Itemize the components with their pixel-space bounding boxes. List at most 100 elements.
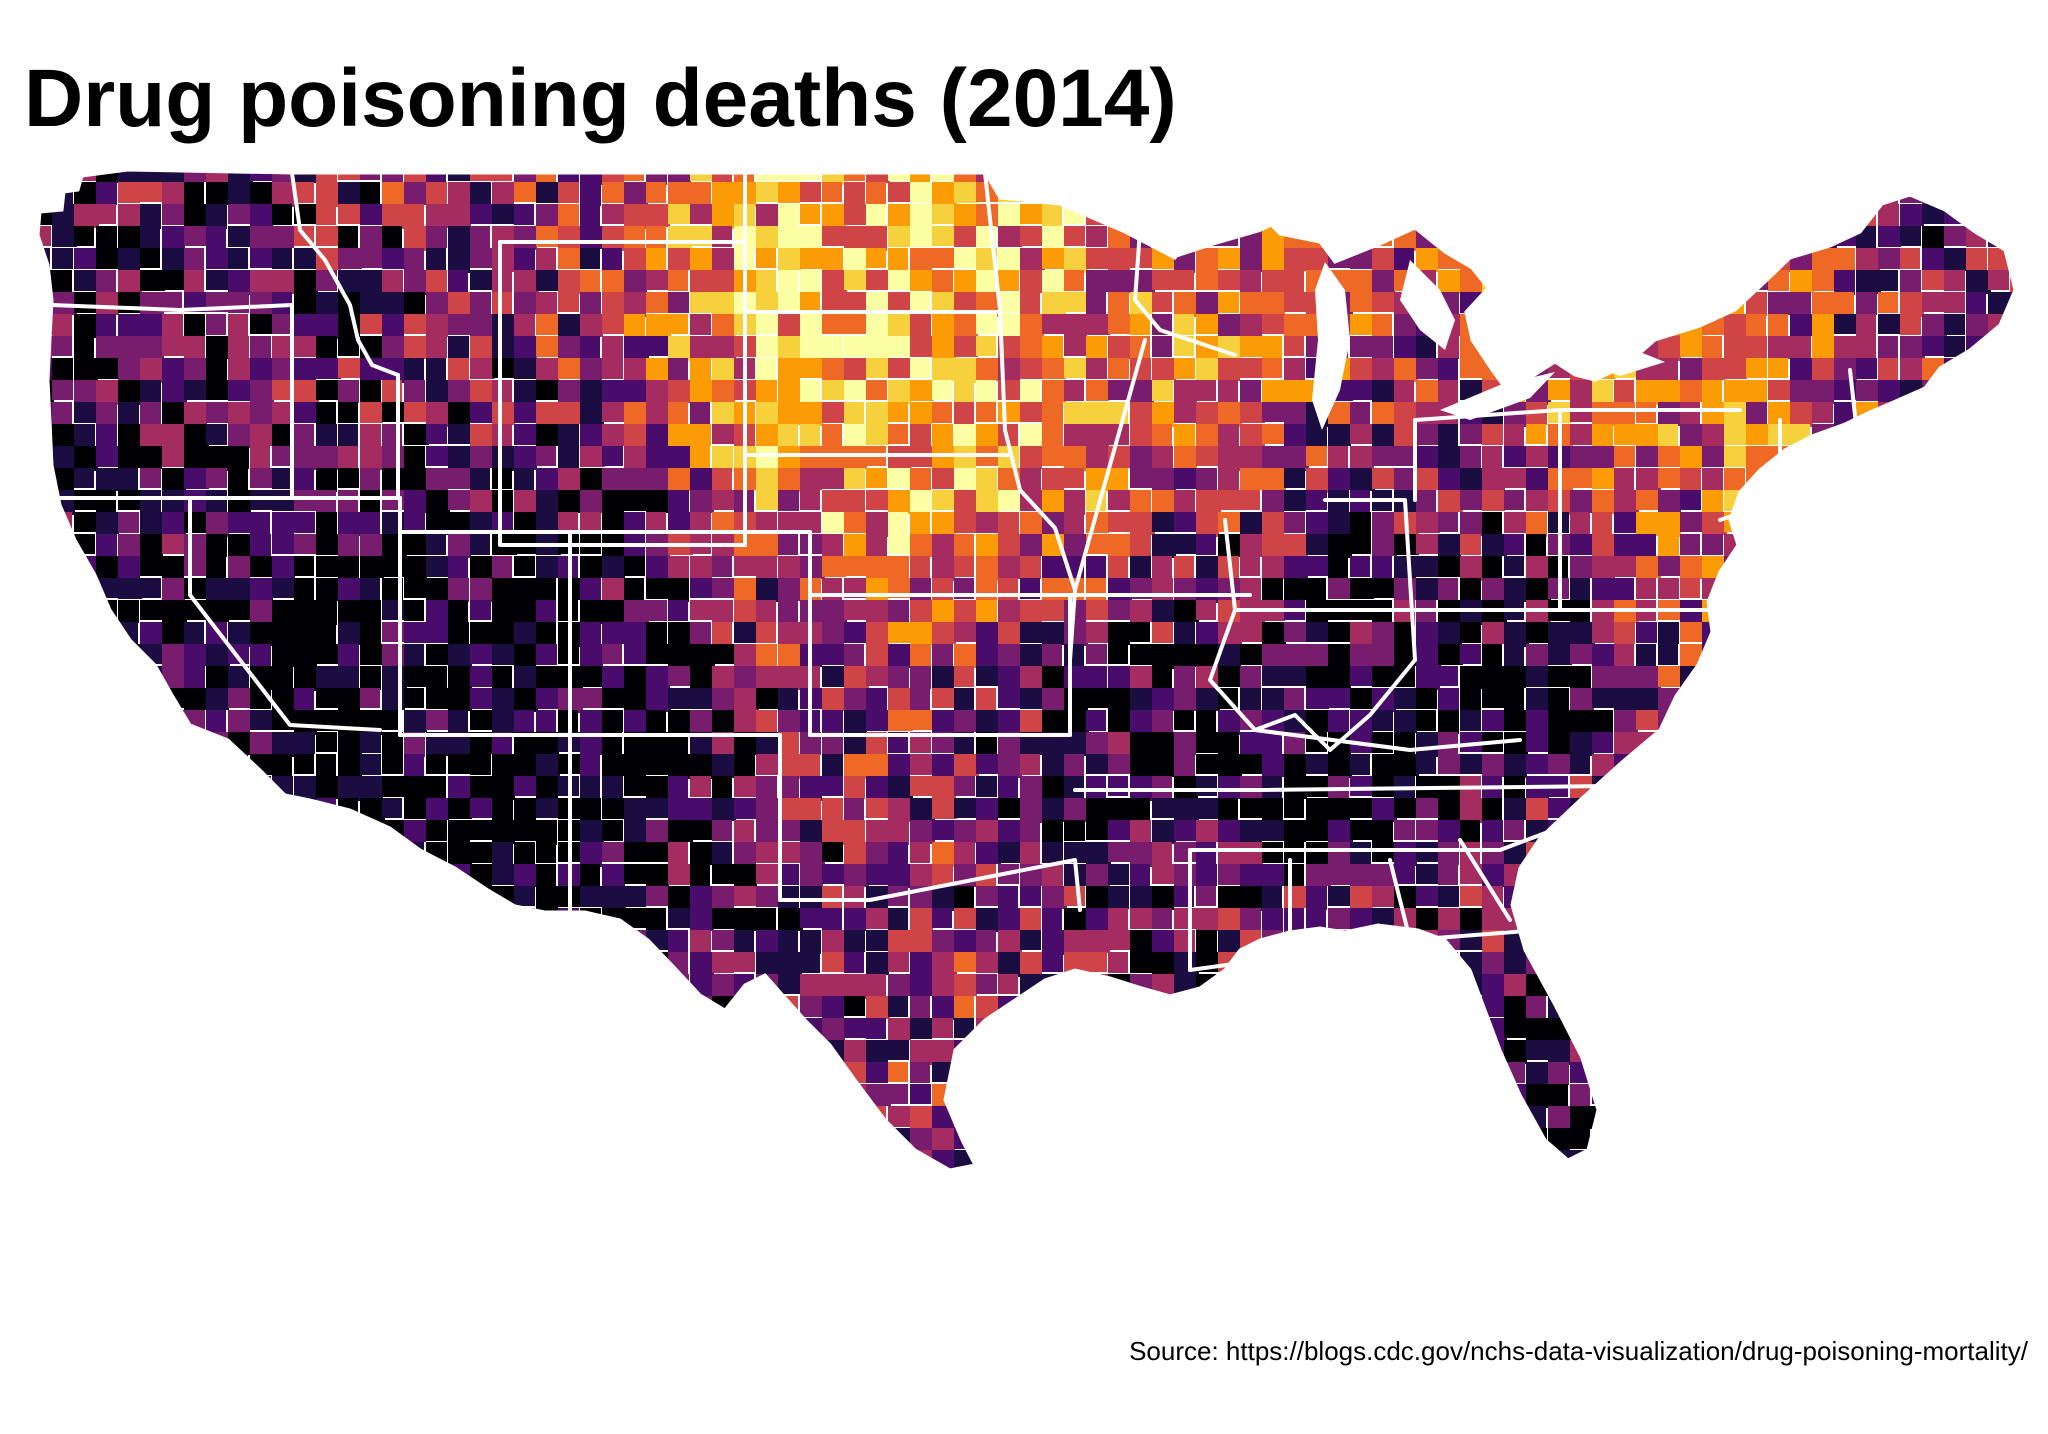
county-cell — [1174, 578, 1199, 603]
county-cell — [954, 820, 979, 843]
county-cell — [426, 578, 448, 602]
county-cell — [1900, 1040, 1923, 1060]
county-cell — [1394, 204, 1417, 224]
county-cell — [646, 908, 666, 930]
county-cell — [1174, 490, 1195, 514]
county-cell — [822, 534, 843, 558]
county-cell — [96, 402, 117, 424]
county-cell — [1966, 820, 1986, 844]
county-cell — [74, 1040, 96, 1065]
county-cell — [778, 270, 798, 294]
county-cell — [514, 402, 538, 423]
county-cell — [1636, 556, 1661, 578]
county-cell — [1504, 666, 1526, 688]
county-cell — [448, 798, 472, 819]
county-cell — [1900, 248, 1920, 269]
county-cell — [74, 666, 96, 690]
county-cell — [162, 600, 187, 622]
county-cell — [1922, 226, 1944, 249]
county-cell — [734, 1084, 756, 1106]
county-cell — [1856, 622, 1876, 647]
county-cell — [1944, 314, 1965, 335]
county-cell — [228, 908, 252, 931]
county-cell — [360, 1150, 380, 1170]
county-cell — [1482, 1106, 1507, 1126]
county-cell — [1350, 1062, 1373, 1087]
county-cell — [1988, 1128, 2008, 1149]
county-cell — [1614, 886, 1638, 907]
county-cell — [162, 1062, 186, 1087]
county-cell — [1482, 446, 1502, 469]
county-cell — [1790, 380, 1814, 405]
county-cell — [338, 424, 358, 446]
county-cell — [52, 644, 77, 667]
county-cell — [932, 776, 956, 798]
county-cell — [734, 666, 758, 689]
county-cell — [250, 622, 275, 646]
county-cell — [2010, 248, 2015, 273]
county-cell — [514, 512, 537, 534]
county-cell — [932, 512, 956, 537]
county-cell — [316, 908, 341, 933]
county-cell — [1724, 1084, 1744, 1108]
county-cell — [404, 864, 425, 887]
county-cell — [1812, 1040, 1836, 1064]
county-cell — [1856, 182, 1880, 205]
county-cell — [184, 358, 207, 383]
county-cell — [1438, 1106, 1458, 1127]
county-cell — [1790, 710, 1813, 730]
county-cell — [1922, 358, 1947, 383]
county-cell — [1218, 402, 1242, 427]
county-cell — [1570, 314, 1594, 336]
county-cell — [910, 204, 934, 228]
county-cell — [668, 754, 690, 779]
county-cell — [52, 424, 75, 448]
county-cell — [228, 600, 252, 620]
county-cell — [866, 556, 889, 578]
county-cell — [866, 666, 891, 686]
county-cell — [1504, 644, 1524, 666]
county-cell — [910, 468, 931, 492]
county-cell — [778, 490, 799, 511]
county-cell — [1878, 170, 1903, 182]
county-cell — [1196, 1106, 1221, 1130]
county-cell — [866, 842, 891, 865]
county-cell — [624, 380, 647, 404]
county-cell — [1680, 1172, 1702, 1195]
county-cell — [1306, 578, 1326, 602]
county-cell — [52, 1084, 73, 1105]
county-cell — [1482, 556, 1502, 580]
county-cell — [1174, 534, 1197, 554]
county-cell — [1680, 358, 1705, 383]
county-cell — [118, 578, 142, 599]
county-cell — [1614, 490, 1639, 514]
county-cell — [426, 952, 448, 973]
county-cell — [96, 776, 118, 797]
county-cell — [162, 666, 187, 688]
county-cell — [1086, 380, 1109, 401]
county-cell — [822, 864, 844, 884]
county-cell — [52, 402, 72, 425]
county-cell — [998, 644, 1022, 667]
county-cell — [1812, 886, 1836, 908]
county-cell — [932, 622, 956, 644]
county-cell — [1746, 930, 1771, 954]
county-cell — [1812, 688, 1837, 710]
county-cell — [778, 1018, 802, 1038]
county-cell — [1240, 754, 1265, 774]
county-cell — [1680, 710, 1704, 734]
county-cell — [778, 666, 801, 690]
county-cell — [624, 226, 645, 249]
county-cell — [690, 666, 712, 691]
county-cell — [404, 556, 427, 580]
county-cell — [778, 1084, 803, 1109]
county-cell — [184, 578, 206, 599]
county-cell — [1240, 1018, 1262, 1042]
county-cell — [1636, 644, 1656, 666]
county-cell — [954, 776, 975, 796]
county-cell — [74, 1172, 97, 1197]
county-cell — [1350, 820, 1373, 840]
county-cell — [1064, 1128, 1089, 1152]
county-cell — [1460, 182, 1480, 202]
county-cell — [602, 468, 627, 492]
